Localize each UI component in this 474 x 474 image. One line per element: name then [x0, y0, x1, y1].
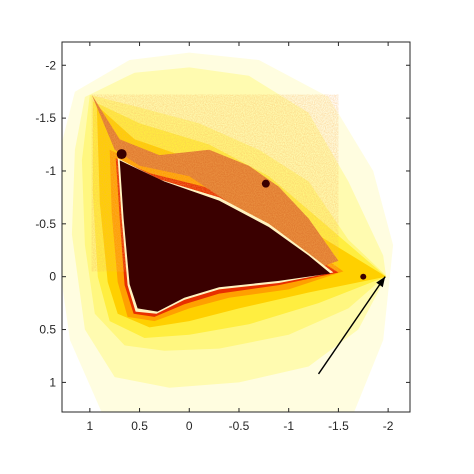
- y-tick-label: 0.5: [39, 323, 56, 337]
- y-tick-label: 1: [49, 375, 56, 389]
- x-axis: 1 0.5 0 -0.5 -1 -1.5 -2: [86, 42, 394, 433]
- y-axis: -2 -1.5 -1 -0.5 0 0.5 1: [35, 58, 410, 389]
- y-tick-label: -1.5: [35, 111, 56, 125]
- satellite-component-0: [116, 149, 127, 160]
- fractal-fringe-texture: [91, 94, 339, 272]
- x-tick-label: -1: [283, 419, 294, 433]
- x-tick-label: -2: [383, 419, 394, 433]
- satellite-component-1: [261, 179, 270, 188]
- y-tick-label: -1: [45, 164, 56, 178]
- arrow-shaft: [317, 276, 386, 375]
- y-tick-label: 0: [49, 270, 56, 284]
- x-tick-label: -1.5: [328, 419, 349, 433]
- x-tick-label: 1: [86, 419, 93, 433]
- x-tick-label: 0.5: [131, 419, 148, 433]
- axes-frame: [61, 41, 411, 413]
- x-tick-label: -0.5: [229, 419, 250, 433]
- annotation-arrow: [317, 276, 386, 375]
- set-interior: [119, 160, 331, 312]
- fractal-image: [62, 52, 394, 412]
- arrow-head: [376, 276, 386, 288]
- y-tick-label: -2: [45, 58, 56, 72]
- x-tick-label: 0: [186, 419, 193, 433]
- satellite-component-2: [360, 273, 367, 280]
- y-tick-label: -0.5: [35, 217, 56, 231]
